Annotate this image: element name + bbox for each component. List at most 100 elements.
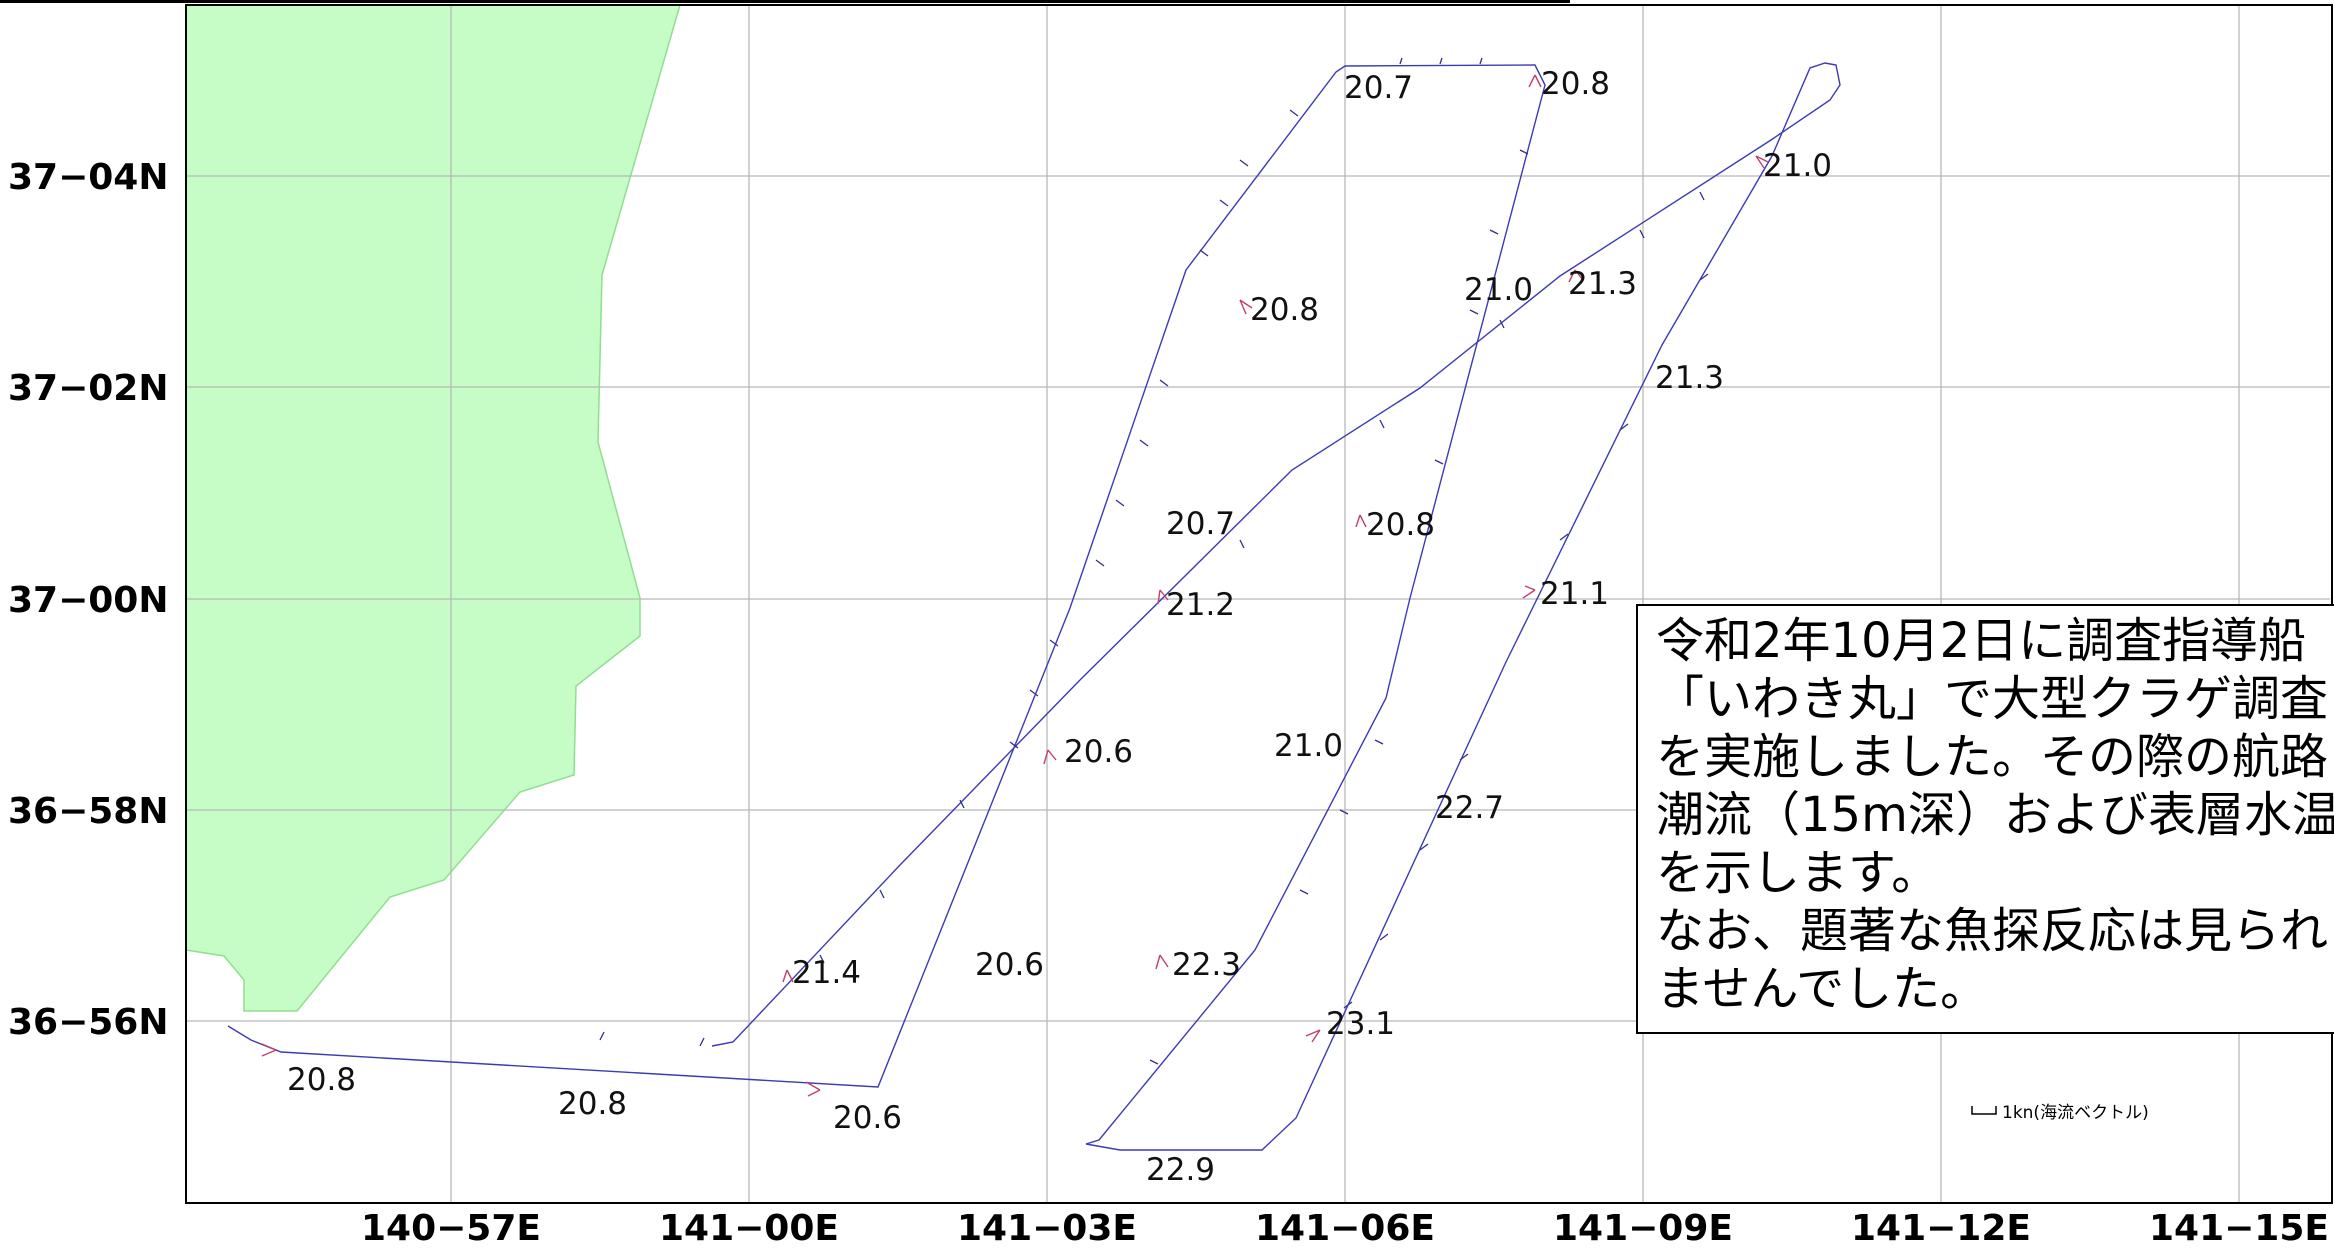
note-box: 令和2年10月2日に調査指導船 「いわき丸」で大型クラゲ調査 を実施しました。そ… xyxy=(1636,604,2334,1034)
tick xyxy=(1489,229,1499,235)
lon-label: 141−03E xyxy=(957,1208,1137,1247)
tick xyxy=(1619,423,1629,431)
temperature-label: 23.1 xyxy=(1326,1006,1395,1042)
tick xyxy=(1374,739,1384,745)
tick xyxy=(1439,57,1443,65)
arrow xyxy=(1305,1029,1321,1043)
lon-label: 141−15E xyxy=(2149,1208,2329,1247)
tick xyxy=(1239,539,1245,549)
temperature-label: 20.6 xyxy=(833,1100,902,1136)
arrow xyxy=(805,1081,821,1097)
arrow xyxy=(1522,585,1536,599)
tick xyxy=(1219,199,1229,207)
temperature-label: 20.6 xyxy=(975,947,1044,983)
temperature-label: 21.0 xyxy=(1763,148,1832,184)
tick xyxy=(1199,249,1209,257)
tick xyxy=(1699,191,1705,201)
lat-label: 36−58N xyxy=(8,791,169,832)
tick xyxy=(1149,1059,1159,1065)
temperature-label: 21.4 xyxy=(792,955,861,991)
note-line: 令和2年10月2日に調査指導船 xyxy=(1656,613,2307,669)
temperature-label: 22.7 xyxy=(1435,790,1504,826)
temperature-label: 22.3 xyxy=(1172,947,1241,983)
track-segment-1 xyxy=(227,64,1546,1145)
tick xyxy=(1009,741,1019,749)
tick xyxy=(1379,933,1389,941)
arrow xyxy=(1239,299,1253,315)
latitude-labels: 37−04N 37−02N 37−00N 36−58N 36−56N xyxy=(8,157,169,1043)
temperature-label: 20.8 xyxy=(1366,507,1435,543)
lat-label: 36−56N xyxy=(8,1002,169,1043)
tick xyxy=(1095,559,1105,567)
tick xyxy=(1459,753,1469,761)
temperature-label: 21.1 xyxy=(1540,576,1609,612)
tick xyxy=(1049,639,1059,647)
tick xyxy=(699,1037,705,1047)
legend: 1kn(海流ベクトル) xyxy=(1971,1103,2149,1123)
temperature-label: 22.9 xyxy=(1146,1152,1215,1188)
arrow xyxy=(1755,155,1769,169)
temperature-label: 20.8 xyxy=(1541,66,1610,102)
lat-label: 37−00N xyxy=(8,580,169,621)
temperature-label: 21.3 xyxy=(1655,360,1724,396)
arrow xyxy=(1157,589,1169,605)
tick xyxy=(1139,439,1149,447)
tick xyxy=(959,799,965,809)
tick xyxy=(1299,889,1309,895)
arrow xyxy=(1568,269,1584,283)
legend-label: 1kn(海流ベクトル) xyxy=(2002,1103,2149,1123)
lat-label: 37−04N xyxy=(8,157,169,198)
tick xyxy=(1029,689,1039,697)
ship-track xyxy=(227,62,1841,1151)
tick xyxy=(1399,57,1403,65)
land-area xyxy=(185,4,681,1012)
lon-label: 141−09E xyxy=(1553,1208,1733,1247)
tick xyxy=(1499,319,1505,329)
legend-scale-bar xyxy=(1971,1106,1997,1115)
tick xyxy=(1479,57,1483,65)
temperature-label: 20.8 xyxy=(1250,292,1319,328)
arrow xyxy=(1355,514,1367,528)
lon-label: 141−00E xyxy=(659,1208,839,1247)
temperature-label: 20.6 xyxy=(1064,734,1133,770)
tick xyxy=(599,1031,605,1041)
current-ticks xyxy=(599,57,1709,1065)
note-line: なお、題著な魚探反応は見られ xyxy=(1656,903,2329,959)
tick xyxy=(1434,459,1444,465)
temperature-label: 21.2 xyxy=(1166,587,1235,623)
tick xyxy=(1115,499,1125,507)
tick xyxy=(1519,149,1529,155)
tick xyxy=(1469,309,1479,315)
lon-label: 141−12E xyxy=(1851,1208,2031,1247)
temperature-label: 20.8 xyxy=(558,1086,627,1122)
tick xyxy=(819,954,825,964)
temperature-label: 20.8 xyxy=(287,1062,356,1098)
longitude-labels: 140−57E 141−00E 141−03E 141−06E 141−09E … xyxy=(361,1208,2329,1249)
note-line: ませんでした。 xyxy=(1656,961,1989,1017)
tick xyxy=(1239,159,1249,167)
tick xyxy=(1559,533,1569,541)
tick xyxy=(1339,809,1349,815)
arrow xyxy=(1528,74,1542,88)
tick xyxy=(1343,1001,1353,1009)
arrow xyxy=(1155,954,1169,970)
top-rule xyxy=(0,0,1570,3)
arrow xyxy=(782,969,794,983)
note-line: 潮流（15m深）および表層水温 xyxy=(1656,787,2334,843)
lon-label: 141−06E xyxy=(1255,1208,1435,1247)
note-line: を示します。 xyxy=(1656,845,1940,901)
temperature-label: 21.3 xyxy=(1568,266,1637,302)
tick xyxy=(879,889,885,899)
temperature-label: 20.7 xyxy=(1344,70,1413,106)
lon-label: 140−57E xyxy=(361,1208,541,1247)
current-arrows xyxy=(261,74,1769,1097)
temperature-label: 20.7 xyxy=(1166,506,1235,542)
note-line: 「いわき丸」で大型クラゲ調査 xyxy=(1656,671,2329,727)
arrow xyxy=(1043,749,1057,765)
track-segment-2 xyxy=(711,62,1841,1151)
lat-label: 37−02N xyxy=(8,368,169,409)
tick xyxy=(1159,379,1169,387)
arrow xyxy=(261,1043,277,1057)
